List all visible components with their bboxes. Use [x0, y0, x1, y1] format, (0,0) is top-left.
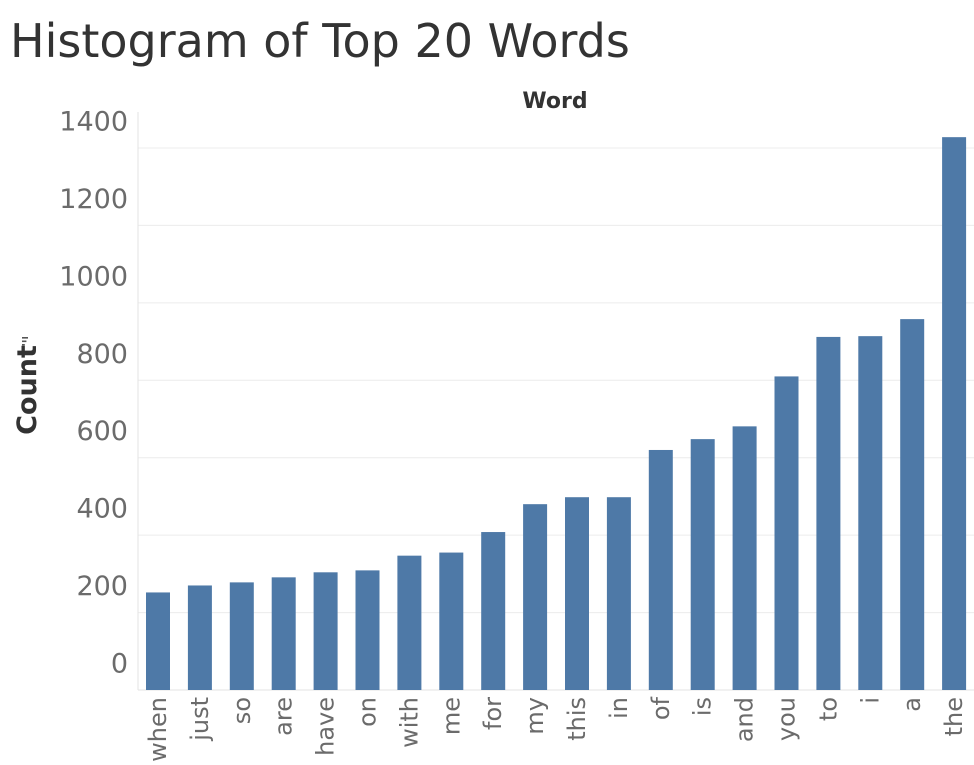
- sort-descending-icon[interactable]: [22, 337, 28, 346]
- x-tick-label: the: [940, 697, 968, 736]
- chart-title: Histogram of Top 20 Words: [10, 14, 630, 68]
- y-tick-label: 200: [76, 571, 128, 602]
- x-tick-label: just: [186, 697, 214, 742]
- x-tick-label: a: [898, 697, 926, 712]
- x-tick-label: to: [814, 697, 842, 721]
- x-tick-label: this: [563, 697, 591, 741]
- bar-with[interactable]: [397, 555, 422, 690]
- x-tick-label: my: [521, 697, 549, 735]
- x-tick-label: is: [689, 697, 717, 716]
- sort-icon-bar-short: [22, 344, 25, 346]
- y-tick-label: 0: [111, 649, 128, 680]
- bar-i[interactable]: [858, 336, 883, 690]
- bar-of[interactable]: [648, 449, 673, 690]
- sort-icon-bar-mid: [22, 340, 27, 343]
- bar-on[interactable]: [355, 570, 380, 690]
- x-tick-label: and: [731, 697, 759, 742]
- x-tick-label: when: [144, 697, 172, 762]
- bar-you[interactable]: [774, 376, 799, 690]
- y-axis-ticks: 0 200 400 600 800 1000 1200 1400: [59, 107, 128, 680]
- bar-to[interactable]: [816, 336, 841, 690]
- bar-for[interactable]: [481, 532, 506, 690]
- y-axis-title-group: Count: [12, 345, 43, 435]
- y-tick-label: 1400: [59, 107, 128, 138]
- x-tick-label: on: [354, 697, 382, 727]
- bar-my[interactable]: [523, 504, 548, 690]
- bar-so[interactable]: [229, 582, 254, 690]
- bar-in[interactable]: [606, 497, 631, 690]
- y-tick-label: 800: [76, 339, 128, 370]
- x-tick-label: with: [395, 697, 423, 748]
- bar-is[interactable]: [690, 439, 715, 690]
- x-tick-label: i: [856, 697, 884, 704]
- y-tick-label: 1200: [59, 184, 128, 215]
- bars: [146, 137, 967, 690]
- y-axis-title: Count: [12, 345, 43, 435]
- bar-a[interactable]: [900, 319, 925, 690]
- x-tick-label: you: [773, 697, 801, 741]
- bar-are[interactable]: [271, 577, 296, 690]
- sort-icon-bar-long: [22, 337, 28, 339]
- y-tick-label: 400: [76, 494, 128, 525]
- bar-just[interactable]: [187, 585, 212, 690]
- x-tick-label: of: [647, 696, 675, 720]
- bar-when[interactable]: [146, 592, 170, 690]
- bar-have[interactable]: [313, 572, 338, 690]
- y-tick-label: 1000: [59, 261, 128, 292]
- x-tick-label: have: [312, 697, 340, 756]
- x-tick-label: so: [228, 697, 256, 724]
- bar-the[interactable]: [942, 137, 967, 690]
- bar-me[interactable]: [439, 552, 464, 690]
- y-tick-label: 600: [76, 416, 128, 447]
- gridlines: [138, 147, 974, 614]
- x-tick-label: me: [437, 697, 465, 735]
- x-axis-labels: when just so are have on with me for my this in of is…: [144, 696, 968, 761]
- bar-this[interactable]: [565, 497, 589, 690]
- x-tick-label: in: [605, 697, 633, 719]
- bar-and[interactable]: [732, 426, 757, 690]
- x-tick-label: for: [479, 697, 507, 730]
- x-axis-title: Word: [522, 89, 587, 114]
- x-tick-label: are: [270, 697, 298, 736]
